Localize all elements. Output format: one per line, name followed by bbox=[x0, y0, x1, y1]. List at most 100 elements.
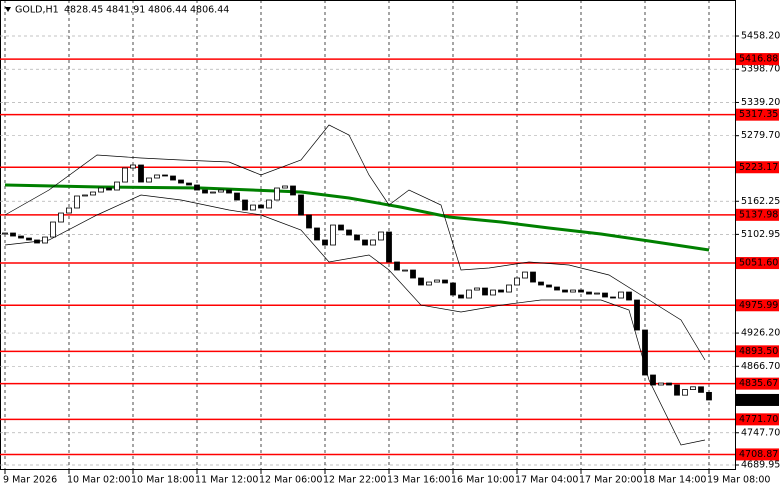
level-label: 4835.67 bbox=[739, 378, 778, 389]
level-label: 4893.50 bbox=[739, 346, 778, 357]
candle bbox=[378, 231, 384, 241]
candle bbox=[362, 239, 368, 246]
candle bbox=[98, 187, 104, 193]
candle bbox=[418, 277, 424, 286]
candle bbox=[178, 179, 184, 184]
x-tick-label: 17 Mar 04:00 bbox=[515, 475, 578, 486]
x-tick-label: 10 Mar 18:00 bbox=[131, 475, 194, 486]
candle bbox=[538, 281, 544, 286]
level-label: 5223.17 bbox=[739, 162, 778, 173]
candle bbox=[202, 189, 208, 194]
candle bbox=[274, 187, 280, 201]
candle bbox=[226, 189, 232, 194]
candle bbox=[522, 271, 528, 279]
candle bbox=[330, 224, 336, 246]
candle bbox=[610, 296, 616, 299]
candle bbox=[698, 386, 704, 393]
candle bbox=[690, 386, 696, 390]
candle bbox=[410, 269, 416, 279]
candle bbox=[42, 236, 48, 244]
candle bbox=[74, 195, 80, 209]
level-label-box bbox=[736, 257, 779, 270]
candle bbox=[18, 235, 24, 239]
level-label: 4975.99 bbox=[739, 300, 778, 311]
x-tick-label: 19 Mar 08:00 bbox=[707, 475, 770, 486]
indicator-line bbox=[4, 194, 706, 446]
candle bbox=[138, 164, 144, 183]
candle bbox=[2, 232, 8, 235]
level-label-box bbox=[736, 108, 779, 121]
candle bbox=[386, 231, 392, 263]
y-tick-label: 5102.95 bbox=[741, 229, 780, 240]
candle bbox=[658, 382, 664, 386]
level-label-box bbox=[736, 413, 779, 426]
candle bbox=[162, 174, 168, 177]
x-tick-label: 13 Mar 16:00 bbox=[387, 475, 450, 486]
candle bbox=[618, 291, 624, 299]
current-price-box bbox=[736, 393, 779, 406]
candle bbox=[706, 391, 712, 401]
candle bbox=[554, 286, 560, 291]
candle bbox=[258, 204, 264, 209]
level-label-box bbox=[736, 448, 779, 461]
candle bbox=[426, 281, 432, 286]
level-label-box bbox=[736, 377, 779, 390]
candle bbox=[650, 374, 656, 386]
level-label: 5051.60 bbox=[739, 258, 778, 269]
candle bbox=[82, 194, 88, 197]
candle bbox=[290, 185, 296, 196]
candle bbox=[146, 177, 152, 183]
candle bbox=[466, 289, 472, 299]
close: 4806.44 bbox=[190, 5, 229, 16]
candle bbox=[218, 189, 224, 193]
candle bbox=[458, 294, 464, 299]
plot-frame bbox=[0, 0, 736, 470]
current-price-label: 4806.44 bbox=[739, 394, 778, 405]
candle bbox=[642, 329, 648, 376]
candle bbox=[602, 292, 608, 298]
candle bbox=[634, 299, 640, 331]
level-label-box bbox=[736, 345, 779, 358]
candle bbox=[530, 271, 536, 283]
candle bbox=[578, 289, 584, 293]
candle bbox=[674, 384, 680, 396]
x-tick-label: 12 Mar 22:00 bbox=[323, 475, 386, 486]
level-label: 5317.35 bbox=[739, 109, 778, 120]
y-tick-label: 4866.70 bbox=[741, 361, 780, 372]
candle bbox=[154, 174, 160, 179]
x-tick-label: 9 Mar 2026 bbox=[3, 475, 57, 486]
candle bbox=[130, 164, 136, 169]
candle bbox=[282, 185, 288, 189]
x-tick-label: 17 Mar 20:00 bbox=[579, 475, 642, 486]
candle bbox=[306, 214, 312, 229]
y-tick-label: 5162.25 bbox=[741, 196, 780, 207]
candle bbox=[66, 207, 72, 214]
y-tick-label: 5398.70 bbox=[741, 64, 780, 75]
candle bbox=[442, 279, 448, 284]
x-tick-label: 18 Mar 14:00 bbox=[643, 475, 706, 486]
high: 4841.91 bbox=[106, 5, 145, 16]
candle bbox=[594, 292, 600, 295]
candle bbox=[626, 291, 632, 301]
candle bbox=[50, 221, 56, 238]
candle bbox=[490, 289, 496, 296]
menu-triangle[interactable] bbox=[5, 7, 11, 12]
level-label-box bbox=[736, 161, 779, 174]
candle bbox=[58, 212, 64, 223]
x-tick-label: 10 Mar 02:00 bbox=[67, 475, 130, 486]
candle bbox=[450, 282, 456, 296]
candle bbox=[90, 191, 96, 196]
candle bbox=[498, 289, 504, 293]
y-tick-label: 5279.70 bbox=[741, 130, 780, 141]
candle bbox=[370, 239, 376, 246]
y-tick-label: 4747.70 bbox=[741, 427, 780, 438]
candle bbox=[506, 284, 512, 293]
candle bbox=[546, 284, 552, 288]
candle bbox=[114, 181, 120, 191]
y-tick-label: 4926.20 bbox=[741, 328, 780, 339]
x-tick-label: 16 Mar 10:00 bbox=[451, 475, 514, 486]
level-label: 4771.70 bbox=[739, 414, 778, 425]
candle bbox=[338, 224, 344, 231]
candle bbox=[234, 192, 240, 201]
candle bbox=[474, 287, 480, 291]
